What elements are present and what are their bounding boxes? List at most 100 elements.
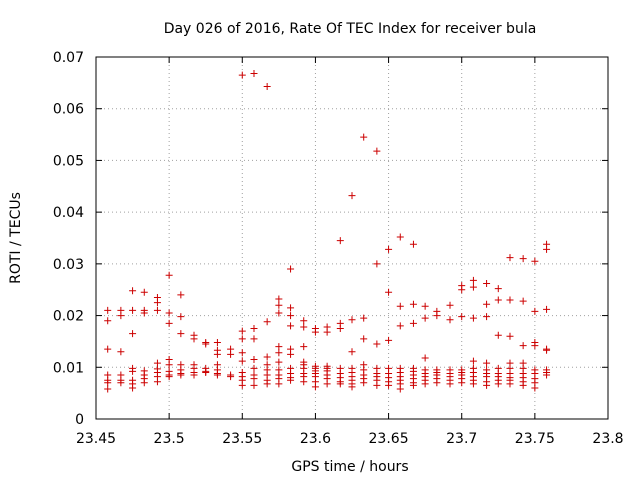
data-point xyxy=(373,340,381,348)
data-point xyxy=(300,323,308,331)
data-point xyxy=(275,309,283,317)
data-point xyxy=(543,371,551,379)
data-point xyxy=(275,380,283,388)
data-point xyxy=(323,380,331,388)
data-point xyxy=(469,283,477,291)
data-point xyxy=(396,385,404,393)
data-point xyxy=(469,314,477,322)
data-point xyxy=(177,291,185,299)
y-tick-label: 0.01 xyxy=(53,360,84,376)
data-point xyxy=(117,348,125,356)
axis-ticks: 23.45 23.5 23.55 23.6 23.65 23.7 23.75 23.8 0 0.0… xyxy=(53,50,624,447)
data-point xyxy=(311,328,319,336)
data-point xyxy=(531,342,539,350)
data-point xyxy=(494,296,502,304)
data-point xyxy=(336,237,344,245)
data-point xyxy=(213,371,221,379)
data-point xyxy=(336,380,344,388)
data-point xyxy=(373,260,381,268)
data-point xyxy=(373,147,381,155)
data-point xyxy=(385,336,393,344)
data-point xyxy=(348,316,356,324)
data-point xyxy=(129,287,137,295)
data-point xyxy=(104,306,112,314)
y-tick-label: 0 xyxy=(75,412,84,428)
data-point xyxy=(396,302,404,310)
data-point xyxy=(165,361,173,369)
data-point xyxy=(348,348,356,356)
data-point xyxy=(483,300,491,308)
data-point xyxy=(263,380,271,388)
data-point xyxy=(519,342,527,350)
data-point xyxy=(396,233,404,241)
data-point xyxy=(238,327,246,335)
data-point xyxy=(458,313,466,321)
data-point xyxy=(263,353,271,361)
data-point xyxy=(140,379,148,387)
data-point xyxy=(104,345,112,353)
data-point xyxy=(153,306,161,314)
data-point xyxy=(165,309,173,317)
data-point xyxy=(300,317,308,325)
data-point xyxy=(543,305,551,313)
y-tick-label: 0.04 xyxy=(53,205,84,221)
data-point xyxy=(129,306,137,314)
data-point xyxy=(494,380,502,388)
data-point xyxy=(287,265,295,273)
data-point xyxy=(165,319,173,327)
data-point xyxy=(227,373,235,381)
data-point xyxy=(287,312,295,320)
data-point xyxy=(506,332,514,340)
data-point xyxy=(409,300,417,308)
data-point xyxy=(531,384,539,392)
data-point xyxy=(250,356,258,364)
data-point xyxy=(409,381,417,389)
data-point xyxy=(238,349,246,357)
data-point xyxy=(446,316,454,324)
data-point xyxy=(494,285,502,293)
data-point xyxy=(287,350,295,358)
data-point xyxy=(250,335,258,343)
data-point xyxy=(506,380,514,388)
data-point xyxy=(213,350,221,358)
data-point xyxy=(104,317,112,325)
x-tick-label: 23.7 xyxy=(446,431,477,447)
y-axis-title: ROTI / TECUs xyxy=(8,192,24,284)
x-tick-label: 23.75 xyxy=(515,431,555,447)
data-point xyxy=(519,381,527,389)
data-point xyxy=(104,385,112,393)
data-point xyxy=(202,340,210,348)
data-point xyxy=(494,331,502,339)
x-tick-label: 23.45 xyxy=(76,431,116,447)
data-point xyxy=(483,381,491,389)
plot-frame xyxy=(95,56,609,420)
data-point xyxy=(300,343,308,351)
data-point xyxy=(250,381,258,389)
data-point xyxy=(275,343,283,351)
data-point xyxy=(373,381,381,389)
data-point xyxy=(396,322,404,330)
data-point xyxy=(104,379,112,387)
x-tick-label: 23.5 xyxy=(154,431,185,447)
data-point xyxy=(238,381,246,389)
data-point xyxy=(348,192,356,200)
data-point xyxy=(543,346,551,354)
data-point xyxy=(177,371,185,379)
data-point xyxy=(129,367,137,375)
data-point xyxy=(433,312,441,320)
data-point xyxy=(531,307,539,315)
data-point xyxy=(190,335,198,343)
data-point xyxy=(506,296,514,304)
data-point xyxy=(458,286,466,294)
data-point xyxy=(519,255,527,263)
data-point xyxy=(129,330,137,338)
data-point xyxy=(446,301,454,309)
data-point xyxy=(446,380,454,388)
data-point xyxy=(117,379,125,387)
data-point xyxy=(483,313,491,321)
grid xyxy=(96,57,608,419)
data-point xyxy=(469,357,477,365)
data-point xyxy=(238,335,246,343)
data-point xyxy=(275,358,283,366)
